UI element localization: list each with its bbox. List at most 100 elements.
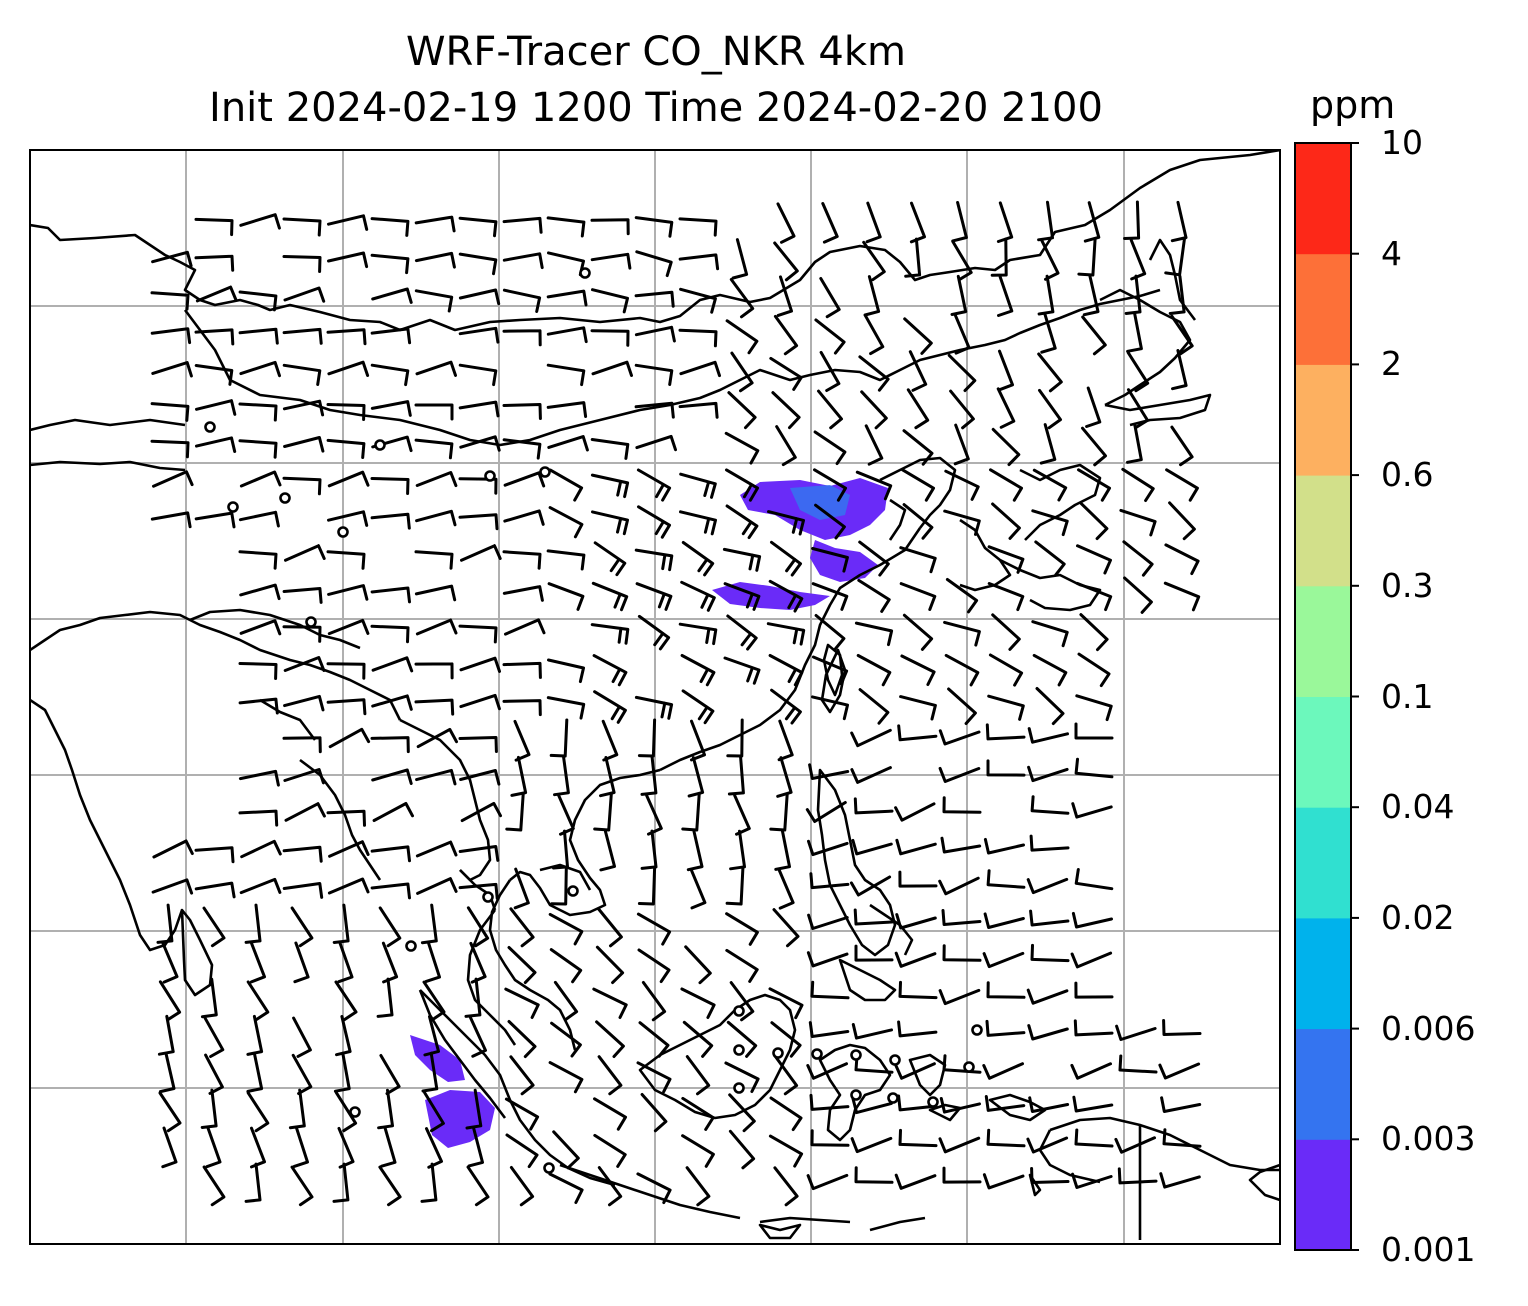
wind-barb [326,438,366,459]
wind-barb [503,509,545,526]
wind-barb [808,1021,850,1038]
coastline-segment [759,1216,851,1224]
wind-barb [814,503,846,540]
wind-barb [333,1051,351,1093]
wind-barb [949,389,975,430]
wind-barb [1082,274,1100,317]
wind-barb [194,881,236,899]
wind-barb [678,401,719,419]
wind-barb [205,1126,222,1169]
wind-barb [466,1165,490,1207]
wind-barb [1119,508,1157,537]
wind-barb [776,756,793,798]
wind-barb [161,1126,178,1169]
wind-barb [1076,544,1112,575]
coastline-segment [459,869,497,911]
wind-barb [458,513,499,531]
wind-barb [819,277,841,319]
wind-barb [458,882,499,900]
coastline-segment [908,1053,947,1097]
wind-barb [599,756,616,798]
wind-barb [679,472,717,499]
wind-barb [327,470,370,488]
wind-barb [770,688,802,725]
wind-barb [592,987,628,1019]
wind-barb [370,845,411,863]
wind-barb [414,438,454,460]
wind-barb [897,1020,938,1038]
wind-barb [987,694,1025,721]
wind-barb [370,400,412,417]
wind-barb [293,941,310,984]
calm-marker [733,1044,745,1056]
wind-barb [282,327,323,345]
wind-barb [775,425,797,467]
wind-barb [1073,1019,1114,1037]
wind-barb [326,403,366,421]
wind-barb [942,944,982,962]
wind-barb [773,314,799,356]
wind-barb [769,792,789,832]
wind-barb [458,326,500,344]
wind-barb [547,435,589,452]
calm-marker [405,940,417,952]
wind-barb [768,1134,804,1168]
wind-barb [327,360,370,377]
wind-barb [1038,388,1062,430]
coastline-segment [30,610,402,721]
wind-barb [939,1097,981,1114]
wind-barb [337,1126,355,1169]
calm-markers [204,267,983,1174]
colorbar-tick-label: 0.1 [1381,676,1434,716]
wind-barb [502,403,542,420]
wind-barb [1085,386,1102,428]
wind-barb [284,544,326,562]
wind-barb [850,728,892,748]
wind-barb [895,913,937,930]
wind-barb [591,288,629,314]
wind-barb [327,584,369,601]
wind-barb [283,768,325,785]
wind-barb [156,903,174,944]
tracer-plume [425,1090,495,1148]
wind-barb [727,755,745,796]
wind-barb [238,290,278,312]
wind-barb [1030,943,1070,963]
wind-barb [590,623,630,645]
wind-barb [1124,274,1142,315]
wind-barb [550,866,568,906]
wind-barb [997,349,1014,392]
wind-barb [327,618,370,636]
wind-barb [985,723,1026,741]
wind-barb [415,768,457,786]
wind-barb [851,838,893,856]
wind-barb [200,977,218,1019]
wind-barb [1121,467,1155,502]
wind-barb [1077,468,1111,502]
wind-barb [1026,988,1069,1005]
wind-barb [502,252,544,270]
wind-barb [553,755,570,797]
wind-barb [680,580,716,612]
wind-barb [593,541,627,577]
wind-barb [894,802,936,822]
wind-barb [678,328,718,348]
wind-barb [370,882,411,900]
wind-barb [1170,314,1194,356]
coastline-segment [399,718,492,882]
wind-barb [1026,1136,1069,1154]
calm-marker [337,526,349,538]
wind-barb [590,329,630,347]
wind-barb [158,1052,176,1094]
colorbar-segment [1295,585,1351,697]
wind-barb [680,987,716,1019]
wind-barb [640,829,658,870]
coastline-segment [838,958,897,1002]
wind-barb [857,578,891,613]
wind-barb [238,769,280,787]
wind-barb [1074,722,1114,740]
wind-barb [1026,877,1069,895]
calm-marker [811,1048,823,1060]
wind-barb [502,438,542,460]
wind-barb [686,829,704,872]
